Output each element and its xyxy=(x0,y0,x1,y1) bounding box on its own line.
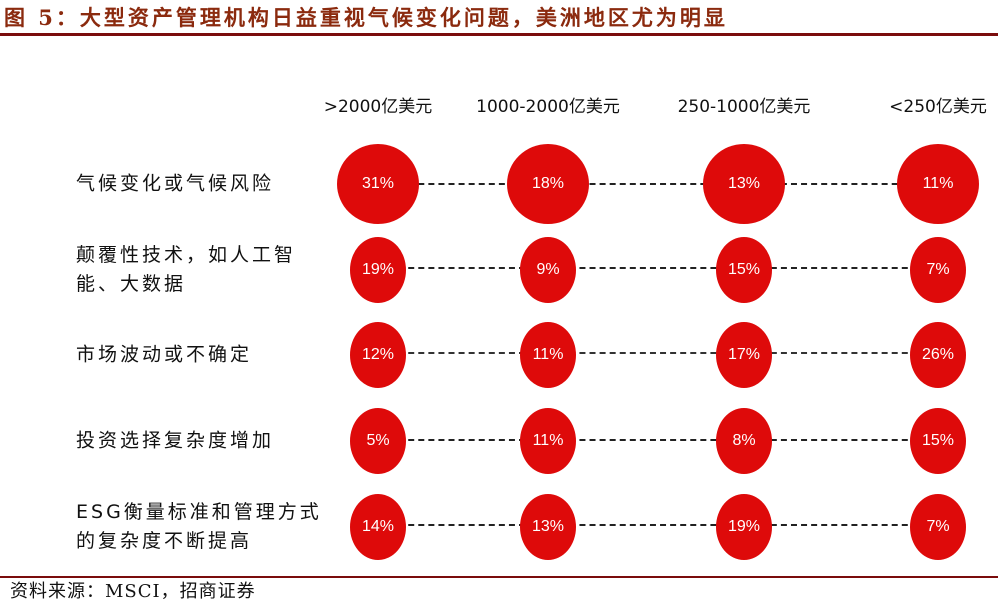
title-divider xyxy=(0,33,998,36)
bubble-esg-1000-2000: 13% xyxy=(520,494,576,560)
row-label-esg-complexity: ESG衡量标准和管理方式的复杂度不断提高 xyxy=(76,501,322,552)
chart-title: 图 5：大型资产管理机构日益重视气候变化问题，美洲地区尤为明显 xyxy=(4,5,728,30)
source-divider xyxy=(0,576,998,578)
bubble-climate-under-250: 11% xyxy=(897,144,979,224)
bubble-volatility-250-1000: 17% xyxy=(716,322,772,388)
bubble-complexity-250-1000: 8% xyxy=(716,408,772,474)
row-label-market-volatility: 市场波动或不确定 xyxy=(76,343,253,366)
bubble-tech-250-1000: 15% xyxy=(716,237,772,303)
row-connector-line xyxy=(378,352,938,354)
bubble-volatility-under-250: 26% xyxy=(910,322,966,388)
column-header-250-1000: 250-1000亿美元 xyxy=(677,97,811,117)
bubble-esg-over-2000: 14% xyxy=(350,494,406,560)
column-header-over-2000: >2000亿美元 xyxy=(323,97,433,117)
bubble-climate-over-2000: 31% xyxy=(337,144,419,224)
source-note: 资料来源：MSCI，招商证券 xyxy=(10,581,256,602)
bubble-climate-1000-2000: 18% xyxy=(507,144,589,224)
bubble-tech-under-250: 7% xyxy=(910,237,966,303)
row-label-climate-risk: 气候变化或气候风险 xyxy=(76,172,275,195)
row-connector-line xyxy=(378,183,938,185)
bubble-esg-250-1000: 19% xyxy=(716,494,772,560)
bubble-tech-over-2000: 19% xyxy=(350,237,406,303)
bubble-complexity-over-2000: 5% xyxy=(350,408,406,474)
column-header-1000-2000: 1000-2000亿美元 xyxy=(476,97,620,117)
bubble-complexity-1000-2000: 11% xyxy=(520,408,576,474)
bubble-climate-250-1000: 13% xyxy=(703,144,785,224)
row-label-investment-complexity: 投资选择复杂度增加 xyxy=(76,429,275,452)
row-connector-line xyxy=(378,267,938,269)
column-header-under-250: <250亿美元 xyxy=(889,97,987,117)
bubble-complexity-under-250: 15% xyxy=(910,408,966,474)
bubble-esg-under-250: 7% xyxy=(910,494,966,560)
row-label-disruptive-tech: 颠覆性技术，如人工智能、大数据 xyxy=(76,244,297,295)
bubble-volatility-1000-2000: 11% xyxy=(520,322,576,388)
bubble-tech-1000-2000: 9% xyxy=(520,237,576,303)
row-connector-line xyxy=(378,524,938,526)
row-connector-line xyxy=(378,439,938,441)
bubble-volatility-over-2000: 12% xyxy=(350,322,406,388)
